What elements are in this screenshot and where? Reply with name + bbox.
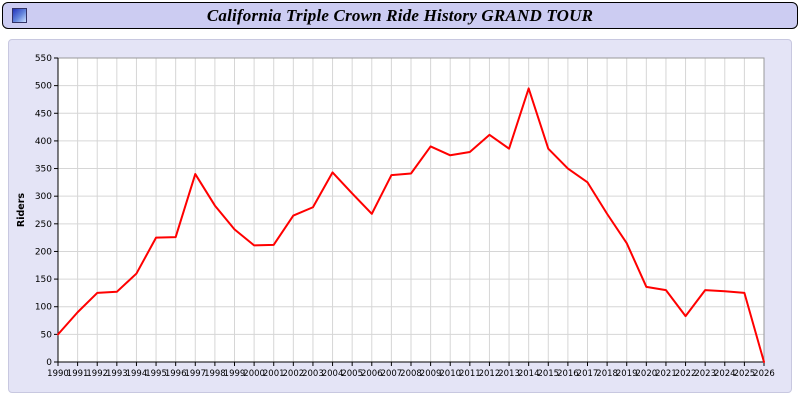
svg-text:2007: 2007 <box>381 369 403 379</box>
svg-text:1994: 1994 <box>126 369 148 379</box>
svg-text:1993: 1993 <box>106 369 128 379</box>
svg-text:2012: 2012 <box>479 369 501 379</box>
svg-text:2005: 2005 <box>341 369 363 379</box>
svg-text:1995: 1995 <box>145 369 167 379</box>
svg-text:0: 0 <box>46 358 52 368</box>
svg-text:2000: 2000 <box>243 369 265 379</box>
svg-text:150: 150 <box>35 275 52 285</box>
svg-text:2002: 2002 <box>283 369 305 379</box>
svg-text:200: 200 <box>35 247 52 257</box>
svg-text:2021: 2021 <box>655 369 677 379</box>
svg-text:2018: 2018 <box>596 369 618 379</box>
svg-text:50: 50 <box>41 330 53 340</box>
svg-text:2015: 2015 <box>537 369 559 379</box>
svg-text:Riders: Riders <box>16 193 27 228</box>
svg-text:2011: 2011 <box>459 369 481 379</box>
app-gradient-icon <box>12 8 27 23</box>
svg-text:2006: 2006 <box>361 369 383 379</box>
page-title: California Triple Crown Ride History GRA… <box>206 5 594 25</box>
svg-text:2017: 2017 <box>577 369 599 379</box>
svg-text:100: 100 <box>35 303 52 313</box>
svg-text:1998: 1998 <box>204 369 226 379</box>
svg-text:2025: 2025 <box>734 369 756 379</box>
chart-panel: 0 50 100 150 200 250 300 350 400 450 500 550 1990 199… <box>8 39 792 393</box>
svg-text:2026: 2026 <box>753 369 775 379</box>
svg-text:2014: 2014 <box>518 369 540 379</box>
svg-text:1990: 1990 <box>47 369 69 379</box>
svg-text:1997: 1997 <box>184 369 206 379</box>
svg-text:2008: 2008 <box>400 369 422 379</box>
svg-text:1992: 1992 <box>86 369 108 379</box>
svg-text:350: 350 <box>35 165 52 175</box>
svg-text:450: 450 <box>35 109 52 119</box>
svg-text:2024: 2024 <box>714 369 736 379</box>
svg-text:2009: 2009 <box>420 369 442 379</box>
svg-text:500: 500 <box>35 82 52 92</box>
svg-text:250: 250 <box>35 220 52 230</box>
svg-text:1999: 1999 <box>224 369 246 379</box>
svg-text:2001: 2001 <box>263 369 285 379</box>
svg-text:1991: 1991 <box>67 369 89 379</box>
svg-text:400: 400 <box>35 137 52 147</box>
svg-text:2019: 2019 <box>616 369 638 379</box>
svg-text:300: 300 <box>35 192 52 202</box>
ride-history-chart: 0501001502002503003504004505005501990199… <box>16 54 775 379</box>
svg-text:2003: 2003 <box>302 369 324 379</box>
svg-text:2016: 2016 <box>557 369 579 379</box>
title-bar: California Triple Crown Ride History GRA… <box>2 2 798 29</box>
svg-text:2013: 2013 <box>498 369 520 379</box>
svg-text:2010: 2010 <box>439 369 461 379</box>
svg-text:2023: 2023 <box>694 369 716 379</box>
svg-text:2020: 2020 <box>636 369 658 379</box>
svg-text:550: 550 <box>35 54 52 64</box>
svg-text:2022: 2022 <box>675 369 697 379</box>
svg-text:1996: 1996 <box>165 369 187 379</box>
svg-text:2004: 2004 <box>322 369 344 379</box>
